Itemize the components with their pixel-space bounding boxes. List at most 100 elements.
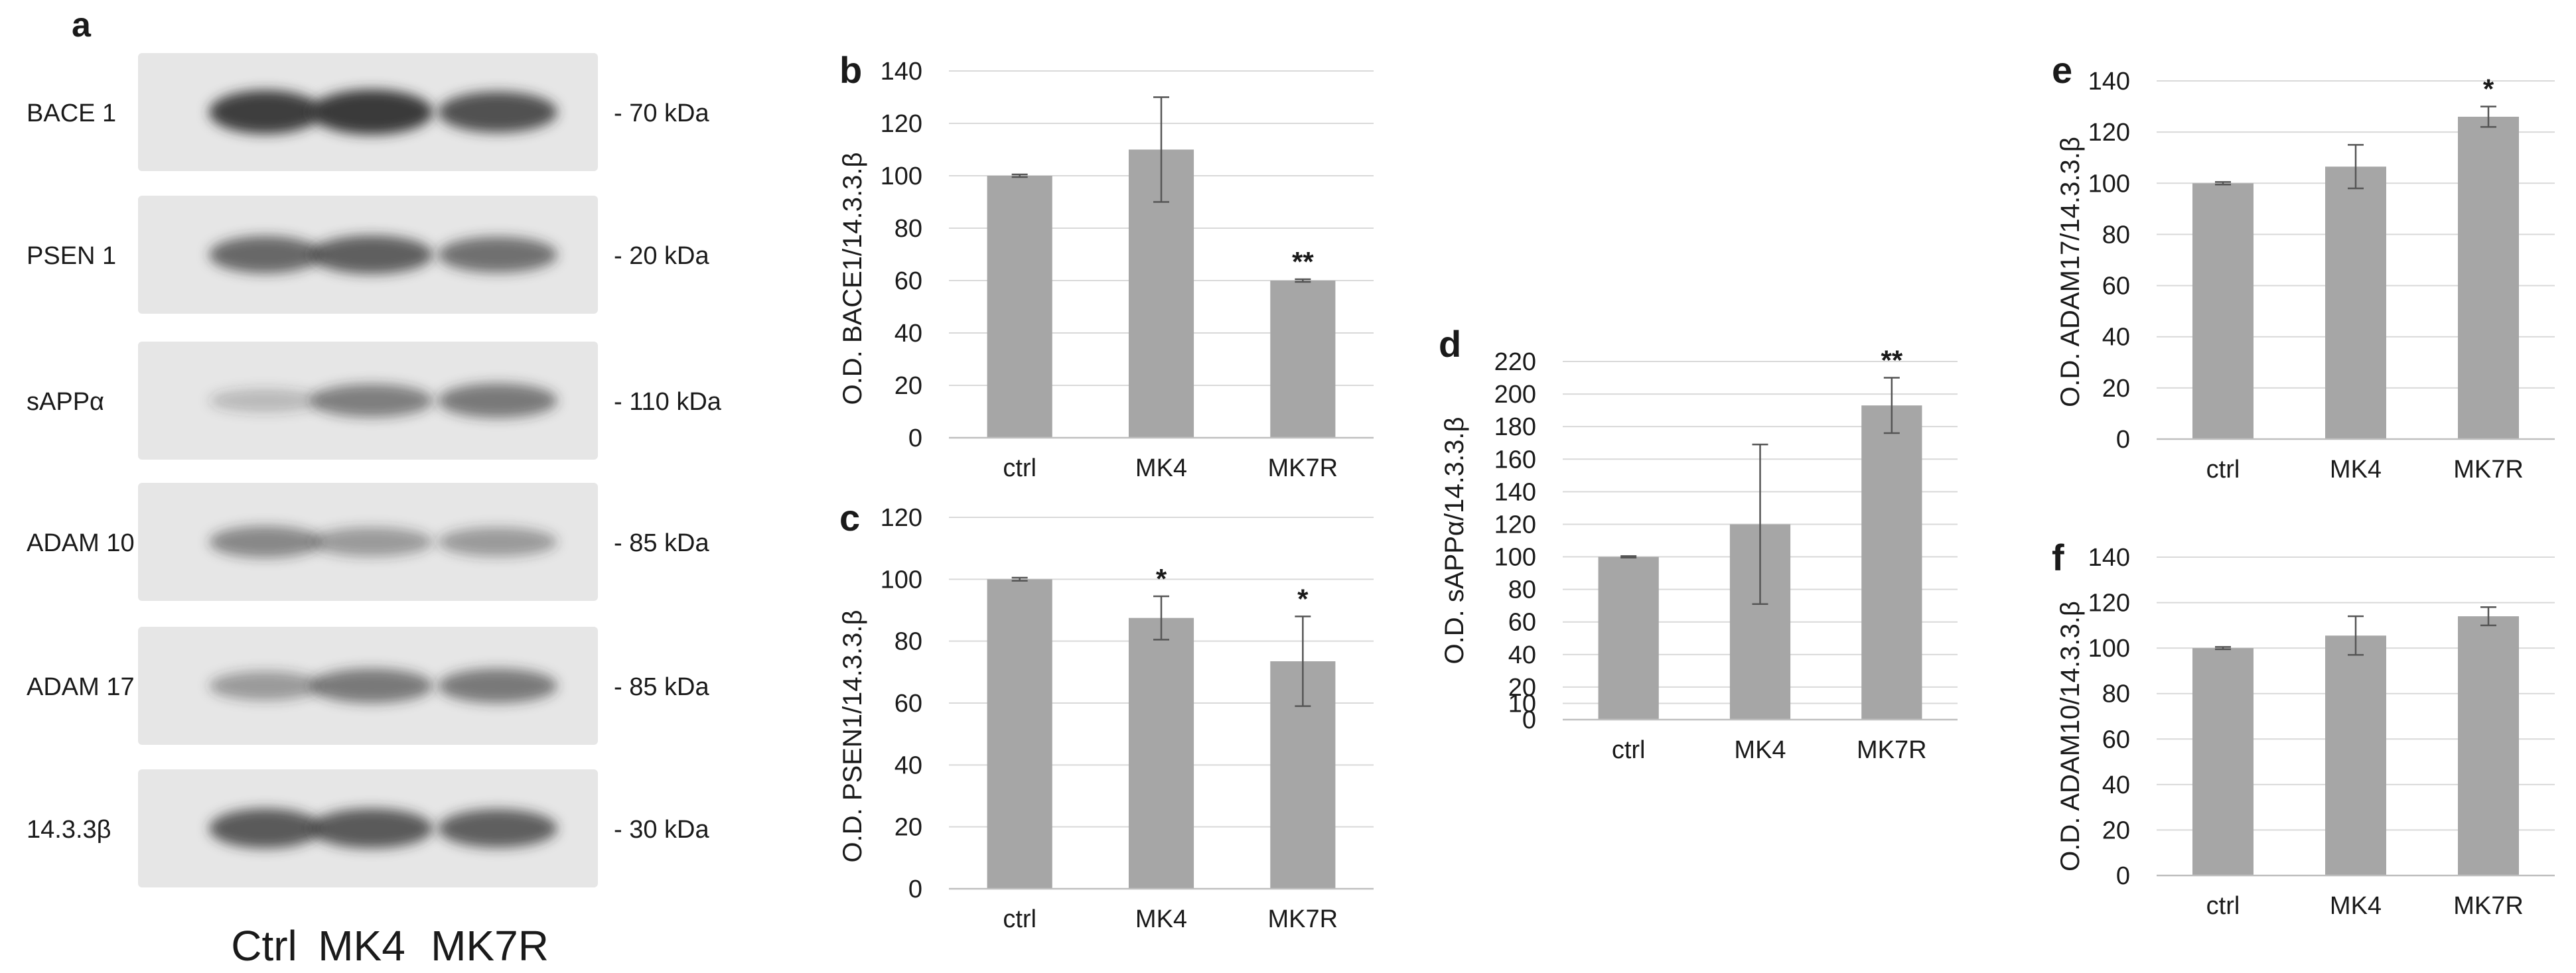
error-bar [2215, 646, 2231, 651]
blot-size-label: - 85 kDa [614, 529, 709, 557]
x-tick-label: MK4 [1135, 905, 1187, 933]
y-tick-label: 80 [2102, 681, 2130, 708]
x-tick-label: ctrl [1612, 736, 1646, 764]
y-axis-label-c: O.D. PSEN1/14.3.3.β [838, 610, 867, 863]
western-blot-panel: a BACE 1 - 70 kDa PSEN 1 - 20 kDa sAPPα - 110… [27, 6, 722, 970]
y-tick-label: 180 [1494, 413, 1536, 441]
blot-size-label: - 110 kDa [614, 388, 722, 416]
chart-panel-f: f O.D. ADAM10/14.3.3.β 0 20 40 60 80 100 120 14… [2052, 537, 2555, 920]
blot-row: BACE 1 - 70 kDa [27, 53, 709, 171]
y-tick-label: 0 [2116, 426, 2130, 454]
blot-band [209, 526, 322, 558]
y-axis-label-b: O.D. BACE1/14.3.3.β [838, 153, 867, 405]
x-tick-label: MK7R [2453, 892, 2524, 920]
x-tick-label: MK4 [1734, 736, 1786, 764]
blot-protein-label: PSEN 1 [27, 242, 116, 270]
panel-letter-c: c [839, 497, 860, 539]
blot-size-label: - 85 kDa [614, 673, 709, 701]
bar [2325, 166, 2386, 439]
error-bar [1295, 616, 1311, 707]
blot-band [209, 389, 322, 413]
error-bar [2480, 606, 2496, 627]
y-tick-label: 60 [2102, 273, 2130, 300]
error-bar [2215, 181, 2231, 186]
panel-letter-b: b [839, 49, 862, 91]
x-tick-label: MK7R [1857, 736, 1927, 764]
bar [1128, 617, 1194, 889]
bar [987, 579, 1052, 889]
error-bar [1011, 576, 1028, 582]
y-tick-label: 120 [2088, 119, 2130, 147]
blot-protein-label: 14.3.3β [27, 816, 111, 844]
y-tick-label: 120 [1494, 511, 1536, 539]
y-tick-label: 140 [1494, 478, 1536, 506]
y-tick-label: 60 [894, 690, 922, 718]
y-tick-label: 80 [894, 628, 922, 656]
bar [987, 176, 1052, 438]
blot-band [209, 809, 322, 848]
x-tick-label: MK7R [1268, 905, 1338, 933]
error-bar [1620, 555, 1637, 559]
blot-size-label: - 70 kDa [614, 99, 709, 127]
significance-marker: ** [1881, 345, 1902, 376]
blot-size-label: - 30 kDa [614, 816, 709, 844]
y-axis-label-f: O.D. ADAM10/14.3.3.β [2056, 601, 2085, 872]
x-tick-label: MK4 [2330, 456, 2382, 484]
y-tick-label: 120 [881, 504, 922, 532]
x-tick-label: ctrl [2206, 456, 2240, 484]
blot-band [209, 236, 322, 273]
y-tick-label: 40 [894, 751, 922, 779]
y-tick-label: 20 [2102, 375, 2130, 403]
error-bar [1883, 377, 1900, 434]
error-bar [2480, 105, 2496, 128]
x-tick-label: ctrl [1003, 454, 1037, 482]
blot-band [209, 671, 322, 700]
bar [1270, 281, 1336, 438]
y-tick-label: 140 [881, 58, 922, 86]
y-tick-label: 10 [1508, 690, 1536, 718]
error-bar [1295, 278, 1311, 283]
blot-protein-label: ADAM 10 [27, 529, 135, 557]
y-tick-label: 60 [894, 267, 922, 295]
significance-marker: ** [1292, 246, 1314, 277]
blot-band [310, 235, 433, 274]
blot-row: PSEN 1 - 20 kDa [27, 196, 709, 314]
y-tick-label: 220 [1494, 348, 1536, 376]
blot-row: 14.3.3β - 30 kDa [27, 769, 709, 887]
error-bar [1752, 443, 1768, 605]
significance-marker: * [1156, 563, 1167, 594]
bar [2192, 183, 2254, 439]
error-bar [2348, 615, 2364, 656]
significance-marker: * [2483, 74, 2494, 105]
blot-band [310, 809, 433, 848]
y-axis-label-e: O.D. ADAM17/14.3.3.β [2056, 137, 2085, 407]
x-tick-label: ctrl [2206, 892, 2240, 920]
blot-row: ADAM 10 - 85 kDa [27, 483, 709, 601]
y-tick-label: 40 [894, 320, 922, 348]
chart-panel-e: e O.D. ADAM17/14.3.3.β 0 20 40 60 80 100 120 14… [2052, 49, 2555, 484]
y-tick-label: 120 [881, 110, 922, 138]
y-tick-label: 80 [2102, 221, 2130, 249]
blot-band [438, 669, 557, 703]
blot-protein-label: BACE 1 [27, 99, 116, 127]
panel-letter-d: d [1439, 323, 1461, 365]
blot-protein-label: ADAM 17 [27, 673, 135, 701]
y-tick-label: 100 [2088, 635, 2130, 663]
blot-row: ADAM 17 - 85 kDa [27, 627, 709, 745]
y-tick-label: 120 [2088, 590, 2130, 617]
blot-row: sAPPα - 110 kDa [27, 342, 722, 460]
blot-band [310, 384, 433, 417]
y-tick-label: 20 [2102, 816, 2130, 844]
panel-letter-a: a [72, 6, 92, 44]
significance-marker: * [1297, 583, 1309, 614]
y-tick-label: 140 [2088, 68, 2130, 96]
x-tick-label: ctrl [1003, 905, 1037, 933]
bar [1861, 405, 1922, 720]
y-tick-label: 100 [881, 566, 922, 594]
y-tick-label: 0 [1522, 706, 1536, 734]
panel-letter-f: f [2052, 537, 2064, 578]
x-tick-label: MK7R [1268, 454, 1338, 482]
x-tick-label: MK7R [2453, 456, 2524, 484]
error-bar [1153, 96, 1169, 203]
